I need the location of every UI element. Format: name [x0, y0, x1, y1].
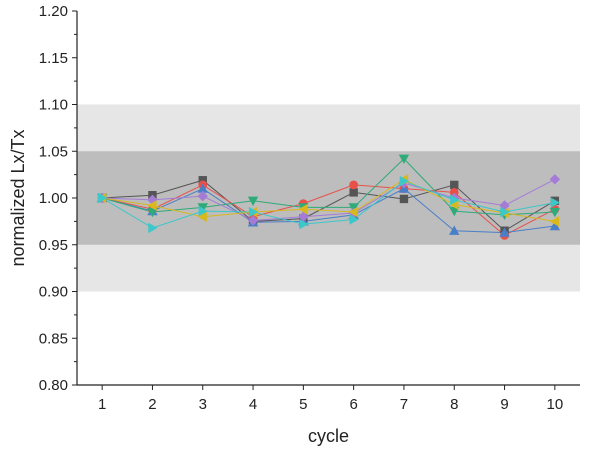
y-tick-label: 0.95: [39, 237, 68, 254]
series-6-point: [450, 194, 460, 206]
x-tick-label: 10: [547, 396, 564, 413]
x-tick-label: 6: [349, 396, 357, 413]
series-line-0: [102, 179, 556, 232]
series-3-point: [247, 196, 259, 207]
series-6-point: [97, 192, 108, 204]
series-3-point: [449, 206, 460, 217]
series-0-point: [450, 180, 459, 190]
series-3-point: [549, 207, 561, 218]
series-2-point: [549, 220, 561, 231]
y-tick-label: 0.90: [39, 284, 68, 301]
series-markers: [96, 154, 561, 240]
x-tick-label: 1: [98, 396, 106, 413]
series-6-point: [550, 197, 561, 208]
tolerance-band-1: [77, 151, 580, 245]
series-3-point: [197, 203, 208, 213]
series-4-point: [197, 190, 208, 202]
y-tick-label: 1.10: [39, 97, 68, 114]
series-5-point: [298, 204, 308, 215]
x-tick-label: 3: [199, 396, 207, 413]
series-5-point: [449, 199, 459, 210]
series-6-point: [500, 206, 510, 218]
x-axis-title: cycle: [308, 426, 349, 446]
y-tick-label: 1.20: [39, 3, 68, 20]
series-3-point: [398, 154, 410, 164]
series-5-point: [147, 200, 157, 211]
series-0-point: [349, 188, 358, 197]
y-tick-label: 0.80: [39, 377, 68, 394]
series-4-point: [247, 215, 259, 226]
series-6-point: [399, 175, 410, 187]
x-tick-label: 7: [400, 396, 408, 413]
series-line-3: [102, 158, 555, 216]
tolerance-bands: [77, 104, 580, 292]
series-line-6: [101, 180, 555, 229]
series-5-point: [549, 216, 560, 227]
y-tick-label: 1.05: [39, 143, 68, 160]
x-tick-label: 9: [500, 396, 508, 413]
series-2-point: [499, 227, 510, 237]
series-line-5: [102, 178, 555, 222]
series-1-point: [349, 180, 359, 190]
series-line-1: [102, 184, 556, 236]
series-6-point: [248, 206, 259, 218]
series-6-point: [148, 222, 158, 234]
y-tick-label: 1.15: [39, 50, 68, 67]
y-tick-label: 0.85: [39, 330, 68, 347]
series-line-2: [102, 188, 555, 234]
series-0-point: [399, 194, 409, 204]
y-tick-label: 1.00: [39, 190, 68, 207]
x-tick-label: 4: [249, 396, 257, 413]
series-4-point: [549, 174, 561, 185]
series-4-point: [298, 211, 309, 222]
series-5-point: [348, 206, 358, 218]
y-axis-title: normalized Lx/Tx: [8, 129, 28, 266]
series-1-point: [449, 187, 459, 197]
series-lines: [101, 158, 556, 236]
series-2-point: [449, 225, 460, 235]
series-2-point: [197, 183, 208, 193]
series-5-point: [197, 211, 207, 222]
x-tick-label: 5: [299, 396, 307, 413]
series-6-point: [299, 218, 309, 230]
x-tick-label: 8: [450, 396, 458, 413]
x-tick-label: 2: [148, 396, 156, 413]
series-3-point: [147, 207, 158, 218]
axes: 0.80 0.85 0.90 0.95 1.00 1.05 1.10 1.15 1.20 1 2 3 4…: [39, 3, 580, 413]
series-line-4: [102, 178, 556, 221]
series-6-point: [198, 205, 208, 217]
series-6-point: [349, 214, 359, 225]
